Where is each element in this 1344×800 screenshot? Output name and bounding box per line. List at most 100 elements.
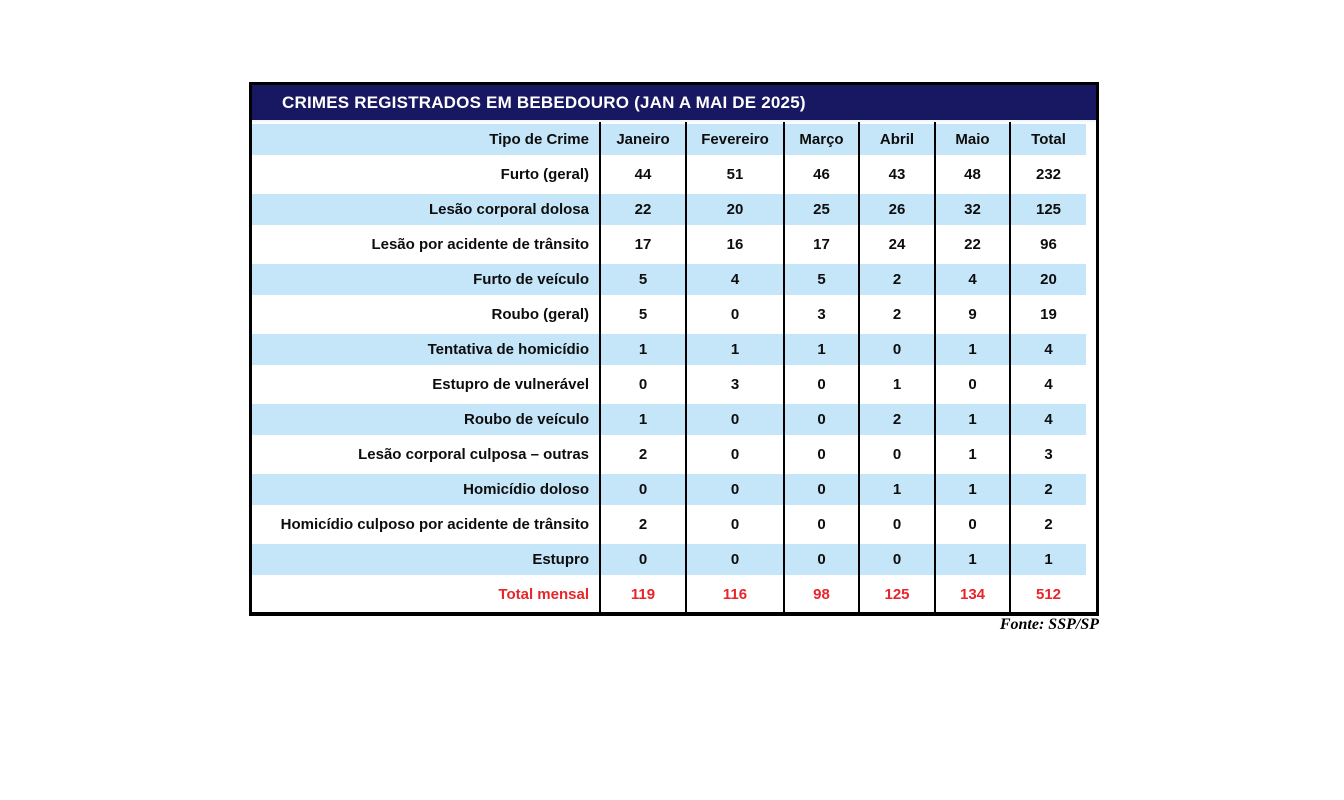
cell-value: 0 [785, 439, 858, 470]
cell-value: 1 [936, 404, 1009, 435]
row-label-cell: Homicídio doloso [252, 472, 601, 507]
cell-value: 1 [936, 544, 1009, 575]
cell-value: 1 [601, 334, 685, 365]
row-label-cell: Lesão corporal dolosa [252, 192, 601, 227]
cell-value: 232 [1011, 159, 1086, 190]
cell-value-marco: 0 [785, 402, 860, 437]
header-cell-maio: Maio [936, 122, 1011, 157]
cell-value: 25 [785, 194, 858, 225]
row-label-cell: Furto de veículo [252, 262, 601, 297]
row-label: Lesão por acidente de trânsito [252, 229, 599, 260]
cell-value: 46 [785, 159, 858, 190]
cell-value-maio: 9 [936, 297, 1011, 332]
cell-value: 17 [785, 229, 858, 260]
cell-value: 5 [601, 299, 685, 330]
cell-value-total: 3 [1011, 437, 1086, 472]
cell-value-fevereiro: 0 [687, 542, 785, 577]
cell-value-maio: 1 [936, 332, 1011, 367]
cell-value: 0 [601, 544, 685, 575]
table-row: Homicídio doloso 0 0 0 1 1 2 [252, 472, 1096, 507]
table-row: Roubo (geral) 5 0 3 2 9 19 [252, 297, 1096, 332]
cell-value-fevereiro: 0 [687, 472, 785, 507]
table-row: Roubo de veículo 1 0 0 2 1 4 [252, 402, 1096, 437]
cell-value: 24 [860, 229, 934, 260]
cell-value: 43 [860, 159, 934, 190]
cell-value: 0 [860, 334, 934, 365]
cell-value: 5 [785, 264, 858, 295]
cell-value-total: 4 [1011, 402, 1086, 437]
cell-value-maio: 0 [936, 507, 1011, 542]
cell-value-total: 20 [1011, 262, 1086, 297]
cell-value-fevereiro: 20 [687, 192, 785, 227]
cell-value: 96 [1011, 229, 1086, 260]
row-label-cell: Lesão por acidente de trânsito [252, 227, 601, 262]
cell-value-maio: 22 [936, 227, 1011, 262]
row-label-cell: Tentativa de homicídio [252, 332, 601, 367]
cell-value-maio: 4 [936, 262, 1011, 297]
cell-value-fevereiro: 0 [687, 297, 785, 332]
row-label: Furto (geral) [252, 159, 599, 190]
cell-value: 19 [1011, 299, 1086, 330]
cell-value: 0 [785, 404, 858, 435]
cell-value-abril: 2 [860, 297, 936, 332]
table-row: Lesão corporal dolosa 22 20 25 26 32 125 [252, 192, 1096, 227]
header-label: Tipo de Crime [252, 124, 599, 155]
cell-value-janeiro: 0 [601, 542, 687, 577]
cell-value: 3 [687, 369, 783, 400]
row-label-cell: Lesão corporal culposa – outras [252, 437, 601, 472]
cell-value: 0 [860, 544, 934, 575]
cell-value-abril: 0 [860, 332, 936, 367]
cell-value: 1 [785, 334, 858, 365]
cell-value: 512 [1011, 579, 1086, 610]
table-row: Lesão por acidente de trânsito 17 16 17 … [252, 227, 1096, 262]
row-label-cell: Roubo (geral) [252, 297, 601, 332]
cell-value: 51 [687, 159, 783, 190]
cell-value-janeiro: 1 [601, 332, 687, 367]
cell-value-total: 4 [1011, 332, 1086, 367]
cell-value: 0 [687, 509, 783, 540]
cell-value: 17 [601, 229, 685, 260]
cell-value: 0 [601, 474, 685, 505]
header-cell-abril: Abril [860, 122, 936, 157]
cell-value: 2 [860, 299, 934, 330]
cell-value-marco: 5 [785, 262, 860, 297]
cell-value-abril: 2 [860, 262, 936, 297]
cell-value-janeiro: 22 [601, 192, 687, 227]
cell-value: 125 [860, 579, 934, 610]
table-row: Tentativa de homicídio 1 1 1 0 1 4 [252, 332, 1096, 367]
cell-value-marco: 0 [785, 542, 860, 577]
cell-value-total: 19 [1011, 297, 1086, 332]
table-row: Furto de veículo 5 4 5 2 4 20 [252, 262, 1096, 297]
cell-value: 2 [601, 509, 685, 540]
cell-value-marco: 46 [785, 157, 860, 192]
cell-value-abril: 0 [860, 507, 936, 542]
cell-value: 0 [785, 544, 858, 575]
header-cell-marco: Março [785, 122, 860, 157]
cell-value: 2 [601, 439, 685, 470]
cell-value-marco: 3 [785, 297, 860, 332]
table-row: Total mensal 119 116 98 125 134 512 [252, 577, 1096, 612]
row-label-cell: Estupro [252, 542, 601, 577]
cell-value: 2 [1011, 474, 1086, 505]
cell-value-abril: 1 [860, 472, 936, 507]
cell-value: 4 [1011, 334, 1086, 365]
cell-value: 22 [936, 229, 1009, 260]
row-label: Furto de veículo [252, 264, 599, 295]
row-label-cell: Roubo de veículo [252, 402, 601, 437]
cell-value: 1 [860, 474, 934, 505]
cell-value: 0 [687, 474, 783, 505]
cell-value-janeiro: 5 [601, 297, 687, 332]
table-row: Homicídio culposo por acidente de trânsi… [252, 507, 1096, 542]
cell-value-fevereiro: 0 [687, 437, 785, 472]
cell-value-fevereiro: 3 [687, 367, 785, 402]
cell-value-total: 4 [1011, 367, 1086, 402]
table-title: CRIMES REGISTRADOS EM BEBEDOURO (JAN A M… [282, 92, 806, 112]
cell-value: 22 [601, 194, 685, 225]
header-cell-janeiro: Janeiro [601, 122, 687, 157]
row-label: Estupro de vulnerável [252, 369, 599, 400]
cell-value: 0 [785, 474, 858, 505]
cell-value-marco: 0 [785, 507, 860, 542]
cell-value: 2 [860, 404, 934, 435]
cell-value: 0 [687, 404, 783, 435]
cell-value-janeiro: 119 [601, 577, 687, 612]
